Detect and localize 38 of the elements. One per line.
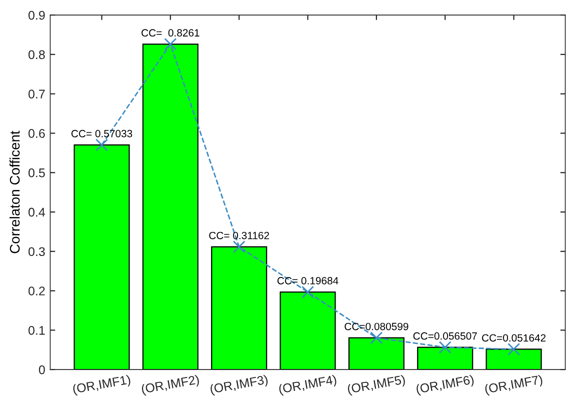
bar: [486, 348, 542, 370]
y-tick-label: 0.8: [28, 50, 45, 60]
data-label: CC= 0.57033: [71, 130, 132, 138]
data-label: CC=0.056507: [413, 332, 477, 340]
x-tick-label: (OR,IMF2): [141, 374, 200, 396]
y-tick-label: 0.2: [28, 286, 45, 296]
data-label: CC= 0.19684: [277, 277, 338, 284]
point: [232, 240, 246, 254]
y-tick-label: 0.6: [28, 129, 45, 138]
y-axis-title: Correlaton Cofficent: [10, 130, 20, 254]
x-tick-label: (OR,IMF1): [72, 374, 132, 396]
bar: [142, 44, 198, 370]
y-tick-label: 0.5: [28, 168, 45, 178]
y-tick-label: 0.1: [28, 326, 45, 335]
bar: [211, 246, 268, 370]
point: [96, 138, 108, 152]
bar: [417, 346, 474, 370]
x-tick-label: (OR,IMF7): [484, 374, 544, 396]
x-tick-label: (OR,IMF6): [416, 374, 474, 396]
bar: [348, 337, 404, 370]
y-tick-label: 0.4: [28, 208, 46, 217]
point: [302, 286, 314, 298]
bar: [280, 291, 336, 370]
x-tick-label: (OR,IMF3): [210, 374, 268, 396]
y-tick-label: 0.3: [28, 247, 45, 256]
y-tick-label: 0: [38, 365, 45, 374]
x-tick-label: (OR,IMF5): [347, 374, 406, 396]
point: [164, 38, 177, 50]
point: [370, 332, 383, 344]
y-tick-label: 0.7: [28, 90, 45, 98]
data-label: CC= 0.31162: [209, 232, 270, 240]
data-label: CC=0.051642: [482, 334, 546, 342]
bar: [74, 144, 130, 370]
point: [438, 341, 452, 354]
y-tick-label: 0.9: [28, 10, 45, 20]
data-label: CC= 0.8261: [142, 29, 200, 37]
point: [508, 342, 520, 356]
x-tick-label: (OR,IMF4): [278, 374, 338, 396]
